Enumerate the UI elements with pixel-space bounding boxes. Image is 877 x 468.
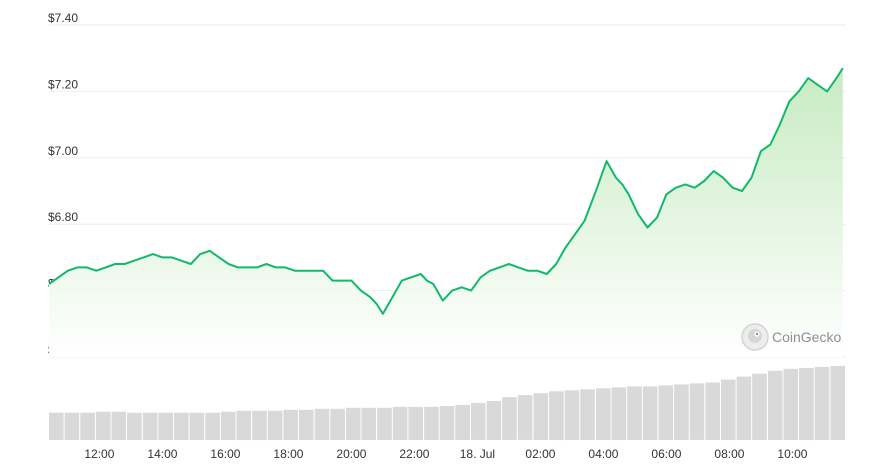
volume-bar: [674, 384, 689, 440]
watermark-label: CoinGecko: [772, 329, 841, 345]
y-tick-label: $7.20: [48, 77, 78, 91]
volume-bar: [95, 411, 111, 440]
volume-bar: [830, 365, 845, 440]
x-tick-label: 08:00: [714, 447, 744, 461]
x-tick-label: 16:00: [210, 447, 240, 461]
volume-bar: [642, 386, 658, 440]
volume-bar: [267, 410, 283, 441]
coingecko-watermark: CoinGecko: [741, 323, 841, 351]
volume-bar: [205, 412, 220, 440]
volume-bar: [580, 389, 595, 440]
volume-bar: [767, 370, 783, 440]
volume-bar: [283, 409, 298, 440]
volume-bar: [189, 412, 205, 440]
volume-bar: [736, 376, 752, 440]
volume-bar: [799, 367, 814, 441]
volume-bar: [439, 405, 455, 440]
volume-bar: [705, 382, 720, 440]
volume-bar: [64, 412, 80, 440]
x-tick-label: 02:00: [525, 447, 555, 461]
price-area: [49, 68, 843, 357]
price-line: [48, 67, 844, 315]
x-axis: 12:00 14:00 16:00 18:00 20:00 22:00 18. Jul 02:…: [84, 447, 807, 461]
volume-bar: [299, 409, 314, 440]
volume-bar: [80, 412, 95, 440]
volume-bar: [721, 379, 736, 441]
volume-bar: [142, 412, 158, 440]
x-tick-label: 14:00: [147, 447, 177, 461]
volume-bar: [596, 388, 611, 440]
volume-bar: [564, 390, 580, 440]
y-tick-label: $7.00: [48, 144, 78, 158]
volume-bar: [361, 407, 377, 440]
volume-bar: [392, 406, 408, 440]
volume-bar: [424, 406, 439, 440]
volume-bar: [627, 386, 642, 440]
x-tick-label: 18:00: [273, 447, 303, 461]
x-tick-label: 22:00: [399, 447, 429, 461]
gecko-logo-icon: [741, 323, 769, 351]
volume-bar: [127, 412, 142, 440]
x-tick-label: 12:00: [84, 447, 114, 461]
volume-bar: [49, 412, 64, 440]
volume-bar: [486, 401, 502, 440]
y-tick-label: $7.40: [48, 11, 78, 25]
volume-bar: [783, 368, 799, 440]
x-tick-label: 18. Jul: [460, 447, 495, 461]
volume-bar: [377, 407, 392, 440]
x-tick-label: 06:00: [651, 447, 681, 461]
volume-bar: [174, 412, 189, 440]
volume-bar: [533, 393, 549, 440]
y-tick-label: $6.80: [48, 210, 78, 224]
volume-bar: [236, 410, 252, 441]
volume-bar: [611, 387, 627, 441]
volume-bar: [502, 397, 517, 440]
volume-bar: [752, 373, 767, 440]
volume-bar: [517, 395, 533, 440]
volume-bar: [814, 366, 830, 440]
volume-bar: [408, 406, 423, 440]
volume-bar: [470, 402, 486, 440]
volume-bars: [49, 365, 845, 441]
x-tick-label: 04:00: [588, 447, 618, 461]
volume-bar: [220, 411, 236, 440]
volume-bar: [158, 412, 173, 440]
x-tick-label: 20:00: [336, 447, 366, 461]
volume-bar: [689, 383, 705, 440]
volume-bar: [330, 408, 345, 440]
x-tick-label: 10:00: [777, 447, 807, 461]
volume-bar: [314, 408, 330, 440]
volume-bar: [252, 410, 267, 441]
volume-bar: [658, 385, 674, 440]
volume-bar: [345, 407, 361, 440]
volume-bar: [455, 404, 470, 440]
volume-bar: [549, 391, 564, 441]
volume-bar: [111, 411, 127, 440]
